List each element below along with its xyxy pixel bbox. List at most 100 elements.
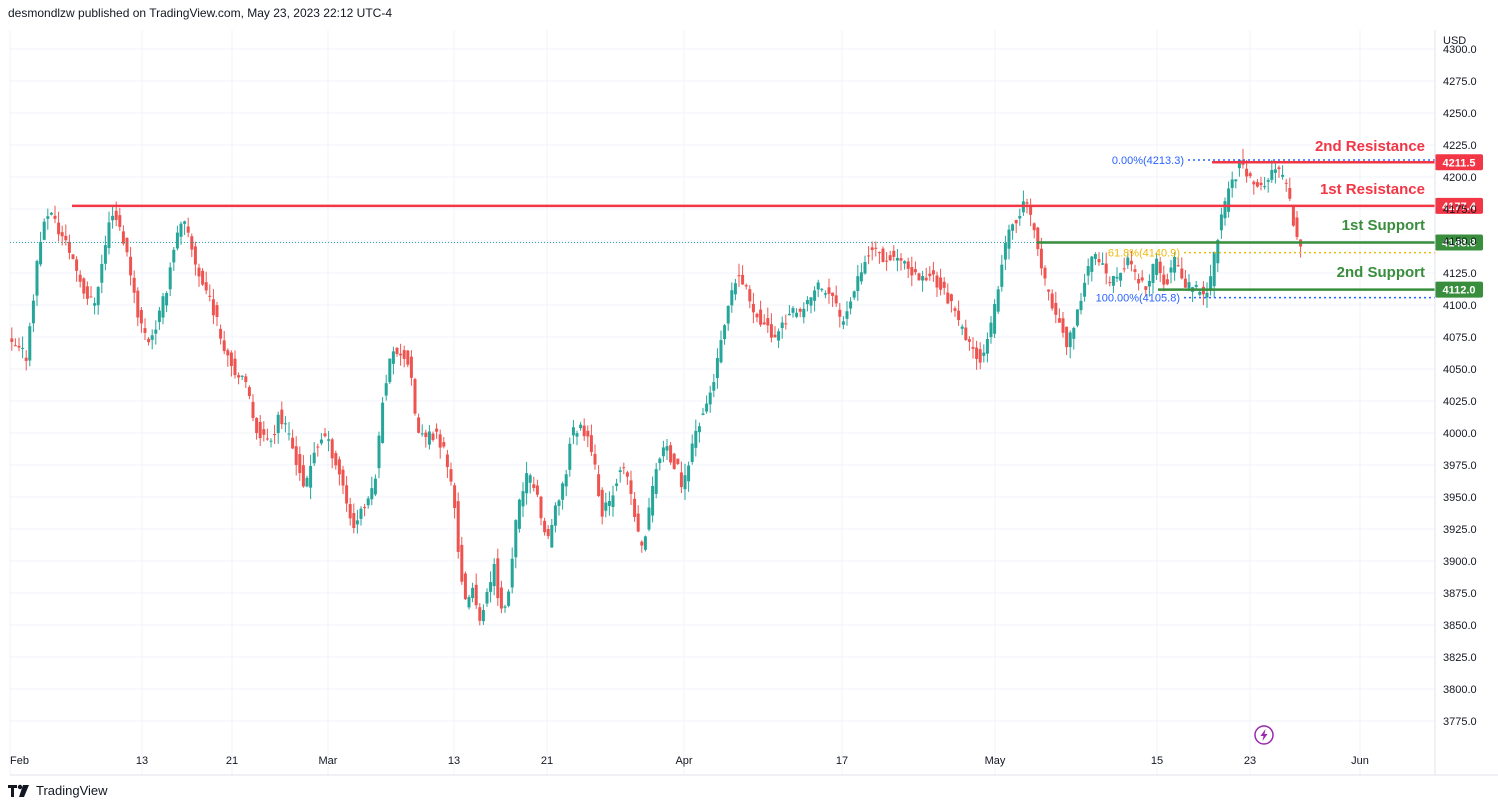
- x-axis[interactable]: Feb 13 21 Mar 13 21 Apr 17 May 15 23 Jun: [10, 755, 1369, 767]
- candle-body: [1137, 279, 1141, 284]
- candle-body: [1277, 167, 1281, 170]
- candle-body: [604, 502, 608, 511]
- tradingview-logo-icon[interactable]: [8, 784, 30, 798]
- candle-body: [705, 403, 709, 412]
- candle-body: [348, 504, 352, 519]
- candle-body: [1133, 269, 1137, 272]
- y-tick-label: 4175.0: [1443, 204, 1477, 216]
- candle-body: [463, 573, 467, 600]
- candle-body: [1036, 227, 1040, 250]
- candle-body: [255, 417, 259, 434]
- fib-label: 61.8%(4140.9): [1108, 248, 1180, 260]
- candle-body: [1248, 173, 1252, 177]
- candle-body: [244, 376, 248, 383]
- resistance-label: 2nd Resistance: [1315, 138, 1425, 155]
- candle-body: [424, 432, 428, 438]
- candle-body: [651, 485, 655, 516]
- candle-body: [1255, 182, 1259, 187]
- resistance-price-badge[interactable]: [1435, 197, 1483, 214]
- candle-body: [193, 246, 197, 265]
- candle-body: [435, 428, 439, 432]
- candle-body: [64, 235, 68, 241]
- candle-body: [586, 430, 590, 437]
- y-axis[interactable]: 4300.0 4275.0 4250.0 4225.0 4200.0 4175.0 4150…: [1443, 35, 1477, 728]
- candle-body: [449, 469, 453, 482]
- candle-body: [39, 241, 43, 265]
- candle-body: [337, 459, 341, 475]
- candle-body: [1252, 181, 1256, 185]
- candle-body: [1187, 282, 1191, 289]
- resistance-price-badge[interactable]: [1435, 154, 1483, 171]
- resistance-price-value: 4211.5: [1442, 157, 1475, 169]
- candle-body: [161, 296, 165, 318]
- candle-body: [1068, 332, 1072, 348]
- candle-body: [1122, 268, 1126, 270]
- candle-body: [381, 402, 385, 443]
- candle-body: [715, 357, 719, 379]
- candle-body: [1072, 327, 1076, 339]
- fib-label: 0.00%(4213.3): [1112, 155, 1184, 167]
- candle-body: [478, 607, 482, 621]
- candle-body: [607, 500, 611, 506]
- candle-body: [1140, 277, 1144, 281]
- candle-body: [150, 335, 154, 340]
- candle-body: [427, 431, 431, 445]
- candle-body: [363, 507, 367, 509]
- candle-body: [129, 256, 133, 276]
- y-tick-label: 3875.0: [1443, 588, 1477, 600]
- candle-body: [305, 477, 309, 487]
- candle-body: [31, 300, 35, 324]
- candle-body: [445, 454, 449, 468]
- support-price-badge[interactable]: [1435, 234, 1483, 251]
- candle-body: [103, 245, 107, 264]
- candle-body: [1047, 289, 1051, 292]
- candle-body: [471, 587, 475, 598]
- candle-body: [514, 520, 518, 558]
- candle-body: [409, 356, 413, 378]
- candle-body: [49, 212, 53, 215]
- candle-body: [1158, 261, 1162, 274]
- candle-body: [1273, 169, 1277, 173]
- tradingview-brand[interactable]: TradingView: [36, 783, 108, 798]
- lightning-icon[interactable]: [1254, 725, 1274, 745]
- x-tick-label: 15: [1151, 755, 1163, 767]
- candle-body: [805, 300, 809, 305]
- candle-body: [13, 345, 17, 347]
- candle-body: [942, 281, 946, 288]
- candle-body: [10, 338, 14, 342]
- candle-body: [982, 352, 986, 356]
- x-tick-label: Feb: [10, 755, 29, 767]
- candle-body: [658, 458, 662, 464]
- candle-body: [863, 262, 867, 274]
- publisher-caption: desmondlzw published on TradingView.com,…: [8, 6, 392, 20]
- candle-body: [157, 310, 161, 323]
- candle-body: [949, 294, 953, 302]
- candle-body: [1104, 263, 1108, 274]
- levels: 2nd Resistance 4211.5 1st Resistance 4177.4…: [10, 138, 1483, 305]
- candle-body: [935, 275, 939, 288]
- candle-body: [28, 326, 32, 361]
- support-price-badge[interactable]: [1435, 281, 1483, 298]
- y-tick-label: 4200.0: [1443, 172, 1477, 184]
- candle-body: [913, 269, 917, 273]
- candle-body: [708, 392, 712, 405]
- candle-body: [874, 247, 878, 249]
- candle-body: [679, 472, 683, 488]
- y-tick-label: 4225.0: [1443, 140, 1477, 152]
- currency-label: USD: [1443, 35, 1466, 47]
- candle-body: [809, 297, 813, 306]
- candle-body: [1162, 274, 1166, 285]
- y-tick-label: 4100.0: [1443, 300, 1477, 312]
- fib-label: 100.00%(4105.8): [1096, 293, 1180, 305]
- candle-body: [197, 267, 201, 277]
- candle-body: [777, 331, 781, 341]
- candle-body: [1155, 258, 1159, 275]
- candle-body: [564, 474, 568, 487]
- candle-body: [359, 508, 363, 519]
- candle-body: [1281, 174, 1285, 177]
- candle-body: [1263, 186, 1267, 188]
- y-tick-label: 4150.0: [1443, 236, 1477, 248]
- candle-body: [327, 439, 331, 441]
- candle-body: [899, 258, 903, 261]
